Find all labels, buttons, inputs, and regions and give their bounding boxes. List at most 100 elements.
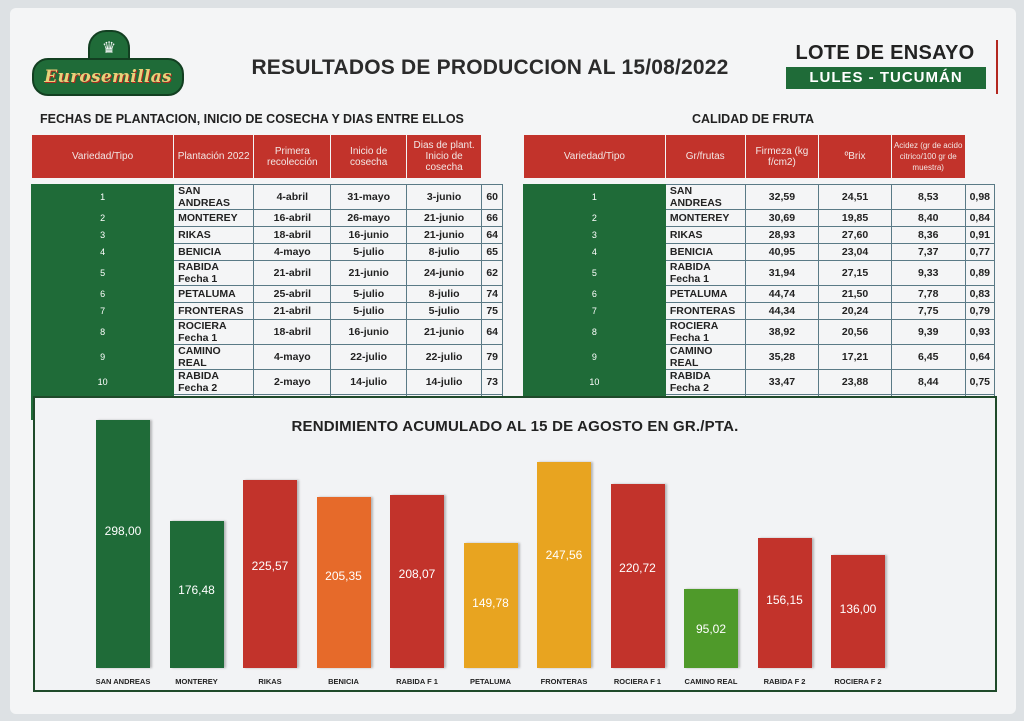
- variety-cell: ROCIERA Fecha 1: [173, 319, 255, 345]
- value-cell: 35,28: [744, 344, 820, 370]
- value-cell: 32,59: [744, 184, 820, 210]
- variety-cell: PETALUMA: [173, 285, 255, 303]
- value-cell: 79: [481, 344, 503, 370]
- value-cell: 24,51: [818, 184, 892, 210]
- value-cell: 8,44: [890, 369, 966, 395]
- chart-title: RENDIMIENTO ACUMULADO AL 15 DE AGOSTO EN…: [291, 418, 739, 435]
- value-cell: 16-junio: [330, 319, 407, 345]
- variety-cell: CAMINO REAL: [173, 344, 255, 370]
- value-cell: 20,24: [818, 302, 892, 320]
- variety-cell: FRONTERAS: [173, 302, 255, 320]
- row-number: 7: [523, 302, 666, 320]
- value-cell: 6,45: [890, 344, 966, 370]
- col-header: ºBrix: [818, 134, 892, 179]
- value-cell: 8-julio: [405, 243, 483, 261]
- table-row: 8 ROCIERA Fecha 1 18-abril 16-junio 21-junio…: [30, 319, 503, 345]
- row-number: 6: [523, 285, 666, 303]
- value-cell: 0,79: [964, 302, 996, 320]
- bar: 149,78: [463, 543, 518, 668]
- data-label: 149,78: [472, 595, 509, 610]
- col-header: Firmeza (kg f/cm2): [744, 134, 820, 179]
- variety-cell: RABIDA Fecha 2: [664, 369, 746, 395]
- bar: 205,35: [316, 496, 371, 668]
- col-header: Plantación 2022: [173, 134, 255, 179]
- value-cell: 16-junio: [330, 226, 407, 244]
- table-row: 2 MONTEREY 30,69 19,85 8,40 0,84: [523, 209, 996, 227]
- value-cell: 5-julio: [330, 302, 407, 320]
- variety-cell: SAN ANDREAS: [664, 184, 746, 210]
- value-cell: 26-mayo: [330, 209, 407, 227]
- col-header: Gr/frutas: [664, 134, 746, 179]
- value-cell: 21-junio: [405, 319, 483, 345]
- value-cell: 8-julio: [405, 285, 483, 303]
- table-row: 8 ROCIERA Fecha 1 38,92 20,56 9,39 0,93: [523, 319, 996, 345]
- category-label: RIKAS: [258, 677, 282, 686]
- value-cell: 74: [481, 285, 503, 303]
- value-cell: 30,69: [744, 209, 820, 227]
- variety-cell: RABIDA Fecha 1: [173, 260, 255, 286]
- table-row: 5 RABIDA Fecha 1 31,94 27,15 9,33 0,89: [523, 260, 996, 286]
- value-cell: 22-julio: [330, 344, 407, 370]
- value-cell: 31,94: [744, 260, 820, 286]
- row-number: 10: [30, 369, 175, 395]
- data-label: 208,07: [398, 567, 436, 582]
- eurosemillas-logo: ♛ Eurosemillas: [32, 30, 184, 96]
- value-cell: 0,84: [964, 209, 996, 227]
- bar: 156,15: [757, 537, 812, 668]
- value-cell: 22-julio: [405, 344, 483, 370]
- value-cell: 31-mayo: [330, 184, 407, 210]
- bar: 176,48: [169, 520, 224, 668]
- value-cell: 21-abril: [253, 302, 332, 320]
- variety-cell: RABIDA Fecha 2: [173, 369, 255, 395]
- value-cell: 0,93: [964, 319, 996, 345]
- category-label: FRONTERAS: [540, 677, 588, 686]
- value-cell: 27,15: [818, 260, 892, 286]
- value-cell: 33,47: [744, 369, 820, 395]
- table-row: 3 RIKAS 18-abril 16-junio 21-junio 64: [30, 226, 503, 244]
- value-cell: 62: [481, 260, 503, 286]
- value-cell: 75: [481, 302, 503, 320]
- data-label: 205,35: [325, 568, 362, 583]
- value-cell: 44,74: [744, 285, 820, 303]
- col-header: Variedad/Tipo: [30, 134, 175, 179]
- value-cell: 0,77: [964, 243, 996, 261]
- row-number: 4: [523, 243, 666, 261]
- variety-cell: ROCIERA Fecha 1: [664, 319, 746, 345]
- value-cell: 20,56: [818, 319, 892, 345]
- value-cell: 64: [481, 319, 503, 345]
- table-row: 2 MONTEREY 16-abril 26-mayo 21-junio 66: [30, 209, 503, 227]
- value-cell: 28,93: [744, 226, 820, 244]
- variety-cell: MONTEREY: [173, 209, 255, 227]
- value-cell: 44,34: [744, 302, 820, 320]
- table-row: 10 RABIDA Fecha 2 2-mayo 14-julio 14-julio 73: [30, 369, 503, 395]
- variety-cell: BENICIA: [173, 243, 255, 261]
- variety-cell: MONTEREY: [664, 209, 746, 227]
- lote-location: LULES - TUCUMÁN: [786, 67, 986, 89]
- value-cell: 0,98: [964, 184, 996, 210]
- variety-cell: PETALUMA: [664, 285, 746, 303]
- value-cell: 7,75: [890, 302, 966, 320]
- row-number: 8: [523, 319, 666, 345]
- value-cell: 4-mayo: [253, 344, 332, 370]
- variety-cell: BENICIA: [664, 243, 746, 261]
- data-label: 298,00: [104, 523, 142, 538]
- row-number: 5: [30, 260, 175, 286]
- row-number: 10: [523, 369, 666, 395]
- value-cell: 0,64: [964, 344, 996, 370]
- value-cell: 8,40: [890, 209, 966, 227]
- col-header: Primera recolección: [253, 134, 332, 179]
- table-row: 5 RABIDA Fecha 1 21-abril 21-junio 24-junio 6…: [30, 260, 503, 286]
- lote-title: LOTE DE ENSAYO: [795, 42, 975, 64]
- value-cell: 14-julio: [405, 369, 483, 395]
- data-label: 176,48: [178, 582, 215, 597]
- variety-cell: RABIDA Fecha 1: [664, 260, 746, 286]
- value-cell: 38,92: [744, 319, 820, 345]
- col-header: Dias de plant. Inicio de cosecha: [405, 134, 483, 179]
- bar: 136,00: [831, 554, 885, 668]
- row-number: 3: [523, 226, 666, 244]
- value-cell: 65: [481, 243, 503, 261]
- value-cell: 5-julio: [330, 285, 407, 303]
- value-cell: 16-abril: [253, 209, 332, 227]
- value-cell: 17,21: [818, 344, 892, 370]
- row-number: 9: [523, 344, 666, 370]
